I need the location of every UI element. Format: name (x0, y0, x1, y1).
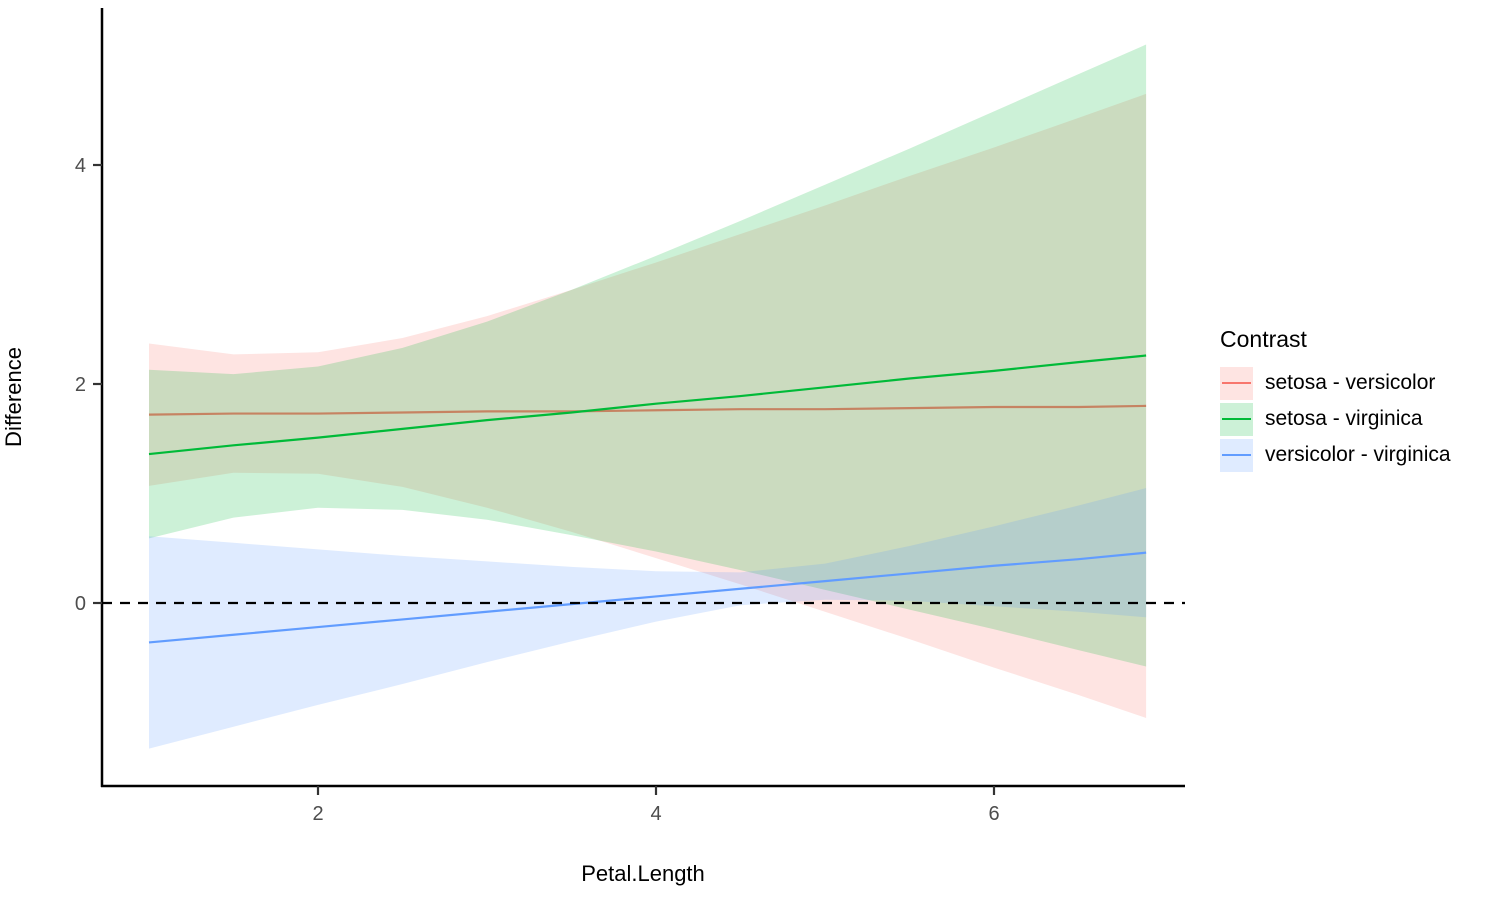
legend: Contrast setosa - versicolor setosa - vir… (1220, 326, 1451, 473)
ribbon-setosa-virginica (149, 44, 1147, 667)
legend-key-line (1222, 453, 1251, 456)
legend-key-icon (1220, 402, 1253, 436)
legend-item-setosa-virginica: setosa - virginica (1220, 401, 1451, 437)
legend-label: versicolor - virginica (1265, 443, 1451, 466)
y-axis-title: Difference (1, 347, 26, 447)
x-tick-label-4: 4 (650, 803, 661, 825)
x-tick-label-2: 2 (312, 803, 323, 825)
legend-key-icon (1220, 438, 1253, 472)
legend-item-versicolor-virginica: versicolor - virginica (1220, 437, 1451, 473)
line-versicolor-virginica (148, 551, 1147, 644)
legend-label: setosa - versicolor (1265, 371, 1436, 394)
x-axis-title: Petal.Length (581, 861, 705, 886)
y-tick-label-0: 0 (75, 593, 86, 615)
ribbon-setosa-versicolor (149, 93, 1147, 718)
line-setosa-virginica (148, 354, 1147, 456)
legend-key-icon (1220, 366, 1253, 400)
legend-title: Contrast (1220, 326, 1307, 352)
ribbon-versicolor-virginica (149, 488, 1147, 749)
y-tick-label-2: 2 (75, 374, 86, 396)
legend-items: setosa - versicolor setosa - virginica ver… (1220, 365, 1451, 473)
legend-item-setosa-versicolor: setosa - versicolor (1220, 365, 1451, 401)
legend-key-line (1222, 381, 1251, 384)
legend-key-line (1222, 417, 1251, 420)
legend-label: setosa - virginica (1265, 407, 1423, 430)
line-setosa-versicolor (148, 404, 1147, 416)
y-tick-label-4: 4 (75, 155, 86, 177)
x-tick-label-6: 6 (988, 803, 999, 825)
